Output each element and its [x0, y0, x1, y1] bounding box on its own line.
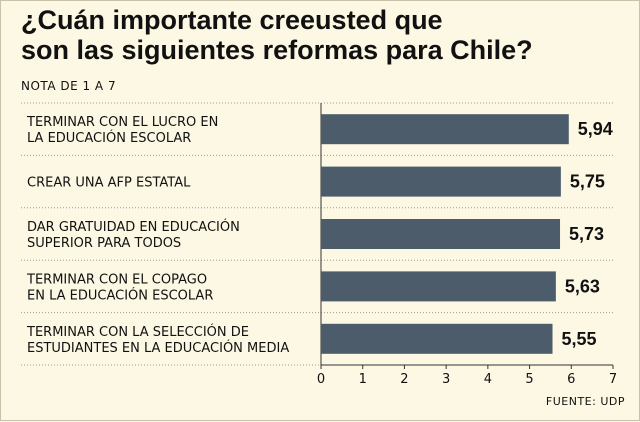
x-tick-label: 0 [317, 372, 325, 387]
x-tick-label: 3 [442, 372, 450, 387]
bar [321, 323, 553, 354]
x-tick-label: 4 [484, 372, 492, 387]
bar [321, 271, 556, 302]
x-tick-label: 7 [609, 372, 617, 387]
x-tick-label: 1 [359, 372, 367, 387]
category-label: DAR GRATUIDAD EN EDUCACIÓN [27, 219, 240, 235]
x-tick-label: 6 [567, 372, 575, 387]
value-label: 5,94 [578, 119, 613, 139]
value-label: 5,73 [569, 224, 604, 244]
category-label: TERMINAR CON EL LUCRO EN [26, 115, 218, 130]
category-label: EN LA EDUCACIÓN ESCOLAR [27, 287, 213, 303]
x-tick-label: 5 [525, 372, 533, 387]
title-line-2: son las siguientes reformas para Chile? [21, 35, 533, 65]
bar [321, 114, 569, 145]
category-label: CREAR UNA AFP ESTATAL [27, 176, 191, 191]
bar [321, 166, 561, 197]
category-label: ESTUDIANTES EN LA EDUCACIÓN MEDIA [27, 340, 289, 356]
category-label: SUPERIOR PARA TODOS [27, 236, 181, 251]
title-line-1: ¿Cuán importante creeusted que [21, 5, 443, 35]
value-label: 5,75 [570, 172, 605, 192]
chart-subtitle: NOTA DE 1 A 7 [21, 79, 117, 93]
category-label: LA EDUCACIÓN ESCOLAR [27, 130, 191, 146]
source-note: FUENTE: UDP [545, 395, 625, 408]
value-label: 5,63 [565, 276, 600, 296]
chart-title: ¿Cuán importante creeusted que son las s… [21, 5, 621, 65]
category-label: TERMINAR CON LA SELECCIÓN DE [26, 324, 249, 340]
value-label: 5,55 [562, 329, 597, 349]
bar [321, 219, 561, 249]
category-label: TERMINAR CON EL COPAGO [26, 272, 207, 287]
x-tick-label: 2 [400, 372, 408, 387]
